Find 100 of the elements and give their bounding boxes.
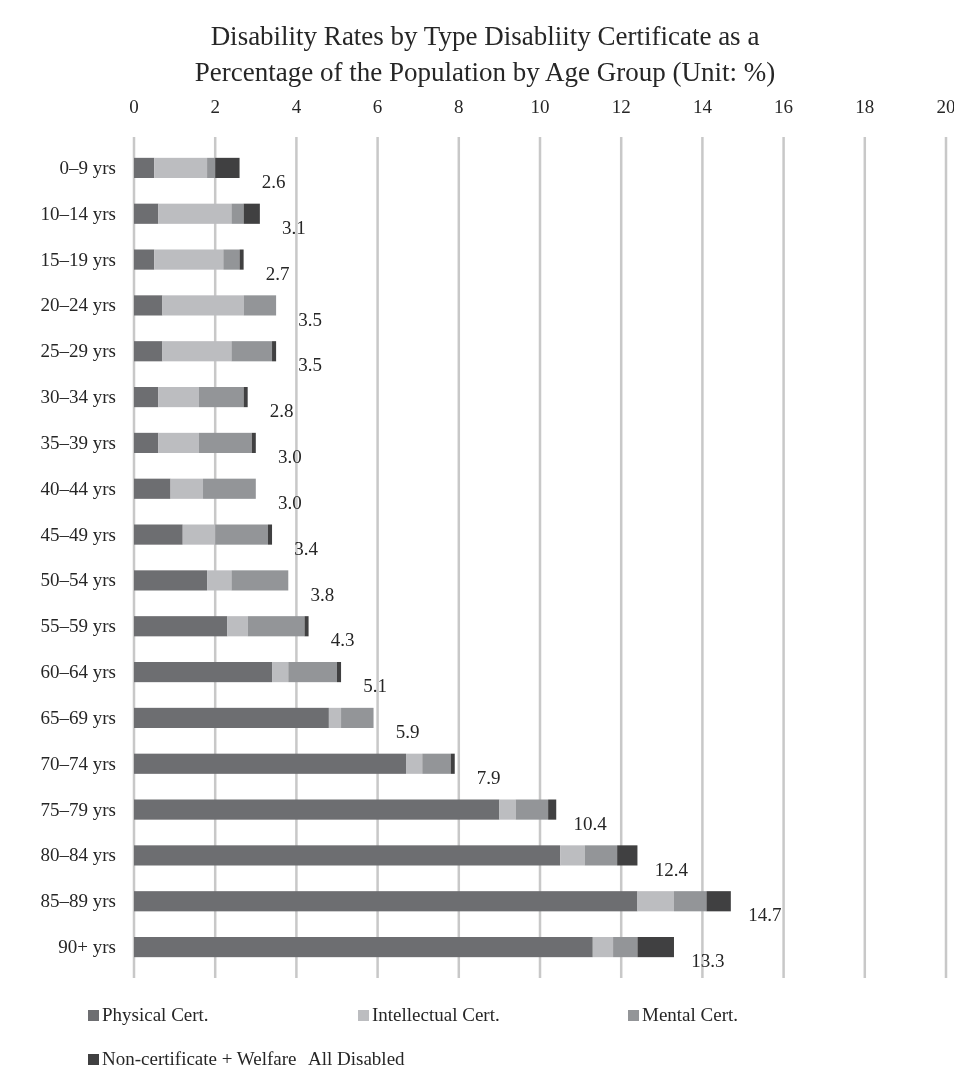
bar: [341, 707, 374, 728]
bar: [134, 891, 638, 912]
bar: [134, 432, 159, 453]
bar: [251, 432, 256, 453]
y-tick-label: 50–54 yrs: [40, 569, 116, 591]
x-tick-label: 16: [774, 96, 794, 117]
y-tick-label: 90+ yrs: [58, 936, 116, 958]
y-tick-label: 65–69 yrs: [40, 706, 116, 728]
bar: [154, 157, 208, 178]
bar: [267, 524, 273, 545]
total-label: 7.9: [476, 766, 501, 788]
bar: [134, 845, 561, 866]
bar: [272, 341, 277, 362]
bar: [304, 616, 309, 637]
bar: [239, 249, 244, 270]
total-label: 3.0: [277, 491, 302, 513]
x-tick-label: 4: [291, 96, 302, 117]
bar: [134, 524, 183, 545]
chart-title: Disability Rates by Type Disabliity Certificate as a Percentage of the Population by Age Group (Unit: %): [194, 21, 776, 87]
bar: [134, 478, 171, 499]
bar: [207, 157, 216, 178]
bar: [450, 753, 455, 774]
bar: [134, 387, 159, 408]
legend-label: Mental Cert.: [642, 1004, 739, 1025]
bar: [422, 753, 451, 774]
total-label: 2.7: [265, 262, 290, 284]
bar: [158, 387, 199, 408]
total-label: 3.1: [281, 216, 306, 238]
bar: [243, 295, 277, 316]
bar: [406, 753, 423, 774]
total-label: 13.3: [691, 950, 725, 972]
bar: [134, 799, 500, 820]
bar: [215, 157, 240, 178]
bar: [617, 845, 638, 866]
y-tick-label: 45–49 yrs: [40, 523, 116, 545]
total-label: 5.9: [395, 721, 420, 742]
bar: [134, 157, 155, 178]
total-label: 5.1: [363, 675, 387, 697]
total-label: 3.4: [294, 537, 319, 559]
total-label: 12.4: [654, 858, 689, 880]
text: All Disabled: [308, 1048, 406, 1069]
bar: [223, 249, 240, 270]
y-tick-label: 0–9 yrs: [59, 156, 116, 178]
bar: [560, 845, 585, 866]
bar: [134, 341, 163, 362]
bar: [584, 845, 618, 866]
total-label: 3.8: [310, 583, 335, 605]
bar: [548, 799, 557, 820]
bar: [134, 707, 329, 728]
x-tick-label: 12: [611, 96, 631, 117]
bar: [134, 249, 155, 270]
bar: [673, 891, 707, 912]
y-tick-label: 80–84 yrs: [40, 844, 116, 866]
x-tick-label: 2: [210, 96, 220, 117]
bar: [499, 799, 516, 820]
legend-label: Non-certificate + Welfare: [102, 1048, 297, 1069]
y-tick-label: 30–34 yrs: [40, 386, 116, 408]
bar: [231, 203, 244, 224]
y-tick-label: 10–14 yrs: [40, 202, 116, 224]
bar: [288, 662, 337, 683]
y-tick-label: 70–74 yrs: [40, 752, 116, 774]
bar: [706, 891, 731, 912]
bar: [243, 203, 260, 224]
bar: [227, 616, 248, 637]
bar: [134, 616, 228, 637]
bar: [170, 478, 204, 499]
x-tick-label: 20: [936, 96, 956, 117]
bar: [637, 937, 674, 958]
bar: [328, 707, 342, 728]
bar: [215, 524, 268, 545]
x-tick-label: 0: [129, 96, 139, 117]
total-label: 3.0: [277, 446, 302, 467]
bar: [134, 937, 593, 958]
total-label: 2.8: [269, 400, 294, 422]
legend-label: Physical Cert.: [102, 1004, 209, 1025]
bar: [231, 341, 273, 362]
bar: [592, 937, 614, 958]
y-tick-label: 85–89 yrs: [40, 890, 116, 912]
bar: [247, 616, 305, 637]
x-tick-label: 10: [530, 96, 550, 117]
y-tick-label: 35–39 yrs: [40, 431, 116, 453]
total-label: 14.7: [748, 904, 782, 926]
bar: [203, 478, 256, 499]
total-label: 3.5: [298, 354, 322, 376]
bar: [198, 432, 252, 453]
total-label: 10.4: [573, 812, 608, 834]
bar: [134, 662, 273, 683]
bar: [198, 387, 244, 408]
bar: [243, 387, 248, 408]
bar: [337, 662, 342, 683]
y-tick-label: 15–19 yrs: [40, 248, 116, 270]
bar: [134, 203, 159, 224]
bar: [272, 662, 289, 683]
total-label: 2.6: [261, 171, 286, 192]
y-tick-label: 25–29 yrs: [40, 340, 116, 362]
y-tick-label: 75–79 yrs: [40, 798, 116, 820]
x-tick-label: 8: [454, 96, 464, 117]
x-tick-label: 6: [372, 96, 383, 117]
bar: [231, 570, 289, 591]
y-tick-label: 55–59 yrs: [40, 615, 116, 637]
